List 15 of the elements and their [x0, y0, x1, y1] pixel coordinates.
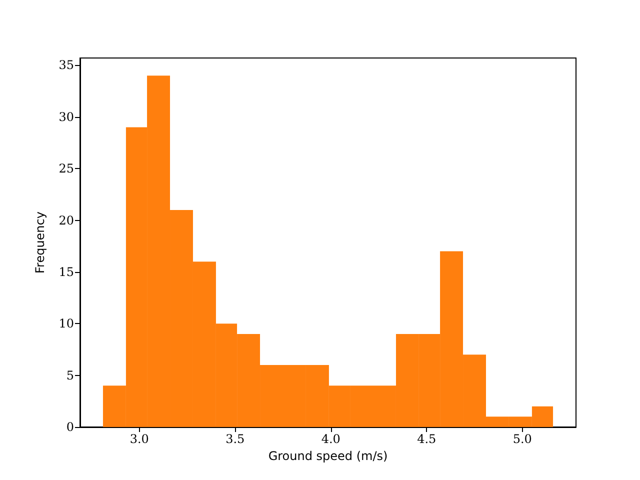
y-tick-label: 25: [58, 162, 74, 176]
x-axis-title: Ground speed (m/s): [268, 448, 388, 463]
y-axis-title: Frequency: [33, 212, 47, 274]
x-tick-label: 3.0: [130, 432, 149, 446]
y-tick-label: 20: [58, 213, 74, 228]
x-tick-label: 4.0: [321, 432, 340, 446]
y-tick-label: 30: [58, 110, 74, 124]
x-tick-label: 5.0: [512, 432, 532, 446]
x-tick-label: 4.5: [417, 432, 436, 446]
y-tick-label: 15: [58, 264, 74, 279]
y-tick-label: 35: [58, 58, 74, 72]
y-tick-label: 0: [66, 420, 74, 434]
y-tick-label: 10: [58, 316, 74, 331]
x-tick-label: 3.5: [226, 432, 245, 446]
y-tick-label: 5: [66, 368, 74, 382]
